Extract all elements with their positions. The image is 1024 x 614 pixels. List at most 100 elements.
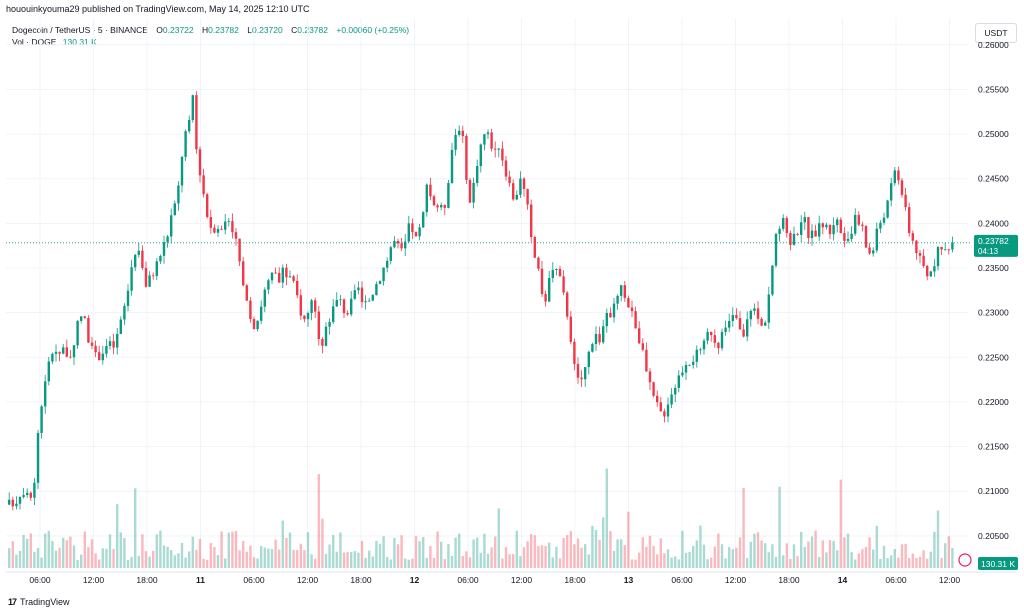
candle-body [947, 249, 950, 251]
candle-body [386, 260, 389, 268]
volume-bar [432, 557, 436, 568]
candle-body [742, 329, 745, 337]
candle-body [814, 230, 817, 237]
candle-body [393, 241, 396, 248]
volume-bar [65, 540, 68, 568]
volume-bar [573, 544, 576, 568]
volume-bar [526, 541, 529, 568]
candle-body [544, 294, 547, 302]
volume-bar [18, 550, 22, 568]
candle-body [353, 290, 356, 299]
alert-icon[interactable] [958, 553, 972, 567]
candle-body [832, 225, 835, 235]
candle-body [713, 335, 716, 343]
volume-label[interactable]: Vol · DOGE [12, 37, 57, 47]
candle-body [638, 328, 641, 344]
volume-bar [641, 537, 644, 568]
volume-bar [936, 510, 940, 568]
candle-body [562, 276, 565, 293]
candle-body [486, 132, 490, 135]
currency-button[interactable]: USDT [975, 23, 1017, 43]
volume-bar [249, 545, 252, 568]
volume-bar [270, 548, 274, 568]
time-tick-label: 12:00 [725, 575, 747, 585]
volume-bar [267, 548, 270, 568]
candle-body [900, 180, 904, 195]
volume-bar [206, 559, 209, 568]
candle-body [350, 298, 353, 315]
volume-bar [710, 557, 713, 568]
volume-bar [148, 556, 151, 568]
candle-body [65, 347, 68, 357]
volume-bar [58, 547, 61, 568]
candle-body [166, 236, 169, 243]
volume-bar [314, 558, 317, 568]
volume-bar [152, 550, 155, 568]
volume-bar [490, 547, 493, 568]
time-tick-label: 06:00 [29, 575, 51, 585]
candle-body [868, 247, 871, 254]
time-tick-label: 12:00 [83, 575, 105, 585]
candle-body [796, 233, 799, 235]
candle-body [821, 223, 824, 228]
candle-body [710, 331, 713, 336]
candle-body [738, 318, 742, 330]
volume-bar [159, 530, 162, 568]
candle-body [915, 240, 918, 254]
candle-body [904, 194, 907, 208]
candle-body [231, 221, 234, 233]
countdown-label: 04:13 [978, 247, 999, 256]
volume-bar [317, 474, 320, 568]
candle-body [634, 311, 637, 329]
volume-bar [40, 557, 43, 568]
candle-body [137, 250, 140, 255]
candle-body [627, 298, 630, 308]
candle-body [598, 334, 601, 343]
candle-body [836, 219, 839, 226]
candle-body [130, 267, 133, 291]
volume-bar [576, 538, 580, 568]
volume-bar [800, 531, 803, 568]
candle-body [476, 166, 479, 183]
volume-bar [749, 541, 752, 568]
volume-bar [688, 552, 691, 568]
volume-bar [807, 541, 810, 568]
candle-body [825, 224, 828, 228]
candle-body [749, 310, 752, 320]
volume-bar [414, 536, 418, 568]
candle-body [263, 289, 266, 307]
volume-bar [29, 533, 32, 568]
candle-body [112, 341, 115, 348]
volume-bar [810, 536, 814, 568]
candle-body [285, 267, 288, 278]
volume-bar [141, 534, 144, 568]
volume-bar [285, 537, 288, 568]
symbol-name[interactable]: Dogecoin / TetherUS · 5 · BINANCE [12, 25, 148, 35]
candle-body [317, 311, 320, 340]
volume-bar [306, 532, 310, 568]
candle-body [375, 283, 378, 296]
volume-bar [389, 559, 392, 568]
candle-body [454, 134, 457, 150]
candle-body [76, 320, 79, 346]
volume-bar [396, 544, 400, 568]
volume-bar [638, 552, 641, 568]
candle-body [936, 246, 940, 267]
candle-body [364, 301, 367, 303]
time-tick-label: 12:00 [297, 575, 319, 585]
candle-body [497, 148, 500, 150]
volume-bar [713, 546, 716, 568]
candle-body [782, 217, 785, 229]
candle-body [144, 267, 148, 287]
high-label: H [202, 25, 209, 35]
candle-body [447, 182, 450, 208]
time-tick-label: 14 [838, 575, 848, 585]
volume-bar [227, 532, 230, 568]
volume-bar [868, 537, 871, 568]
candle-body [854, 214, 857, 234]
candle-body [519, 178, 522, 195]
current-price-label: 0.23782 [978, 236, 1009, 246]
volume-bar [864, 546, 868, 568]
volume-bar [123, 538, 126, 568]
